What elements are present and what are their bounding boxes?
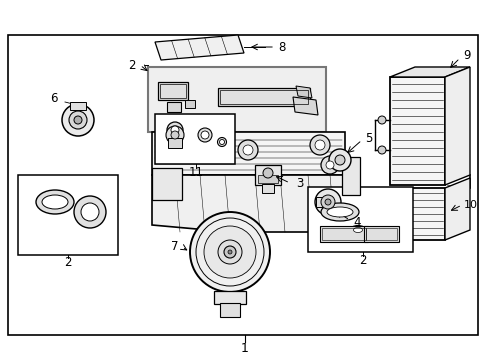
Bar [160, 84, 186, 98]
Circle shape [224, 246, 236, 258]
Circle shape [166, 126, 184, 144]
Circle shape [329, 149, 351, 171]
Bar [390, 188, 445, 240]
Polygon shape [152, 132, 345, 175]
Text: 2: 2 [128, 59, 136, 72]
Circle shape [238, 140, 258, 160]
Circle shape [321, 195, 335, 209]
Ellipse shape [350, 225, 366, 234]
Circle shape [69, 111, 87, 129]
Circle shape [171, 126, 179, 134]
Text: 1: 1 [241, 342, 249, 355]
Bar [158, 82, 188, 100]
Circle shape [326, 161, 334, 169]
Polygon shape [445, 178, 470, 240]
Ellipse shape [201, 131, 209, 139]
Ellipse shape [42, 195, 68, 209]
Bar [258, 175, 278, 183]
Text: 6: 6 [50, 91, 58, 104]
Circle shape [321, 156, 339, 174]
Bar [155, 114, 235, 164]
Bar [218, 88, 310, 106]
Circle shape [378, 116, 386, 124]
Bar [168, 138, 182, 148]
Ellipse shape [353, 228, 363, 233]
Bar [152, 168, 182, 200]
Polygon shape [390, 67, 470, 77]
Bar [220, 303, 240, 317]
Polygon shape [293, 97, 318, 115]
Bar [220, 90, 308, 104]
Text: 8: 8 [278, 41, 285, 54]
Ellipse shape [327, 207, 353, 217]
Circle shape [218, 240, 242, 264]
Text: 10: 10 [464, 200, 478, 210]
Ellipse shape [218, 138, 226, 147]
Bar [70, 102, 86, 110]
Text: 7: 7 [171, 240, 178, 253]
Text: 2: 2 [359, 253, 367, 266]
Bar [8, 35, 478, 335]
Text: 4: 4 [353, 216, 361, 229]
Polygon shape [152, 175, 345, 232]
Text: 11: 11 [189, 166, 203, 179]
Ellipse shape [198, 128, 212, 142]
Bar [262, 184, 274, 193]
Text: 5: 5 [365, 131, 372, 144]
Bar [148, 67, 326, 132]
Circle shape [171, 131, 179, 139]
Bar [18, 175, 118, 255]
Circle shape [263, 168, 273, 178]
Ellipse shape [321, 203, 359, 221]
Circle shape [62, 104, 94, 136]
Bar [322, 228, 366, 240]
Circle shape [228, 250, 232, 254]
Text: 2: 2 [64, 256, 72, 269]
Circle shape [167, 122, 183, 138]
Bar [342, 157, 360, 195]
Bar [364, 226, 399, 242]
Polygon shape [445, 67, 470, 185]
Circle shape [243, 145, 253, 155]
Circle shape [378, 146, 386, 154]
Bar [320, 226, 368, 242]
Bar [316, 197, 324, 207]
Bar [308, 187, 413, 252]
Circle shape [310, 135, 330, 155]
Text: 3: 3 [296, 176, 303, 189]
Circle shape [190, 212, 270, 292]
Bar [390, 77, 445, 185]
Circle shape [325, 199, 331, 205]
Ellipse shape [220, 140, 224, 144]
Circle shape [315, 140, 325, 150]
Polygon shape [155, 35, 244, 60]
Ellipse shape [36, 190, 74, 214]
Bar [185, 100, 195, 108]
Bar [255, 165, 281, 185]
Circle shape [335, 155, 345, 165]
Bar [366, 228, 397, 240]
Circle shape [74, 196, 106, 228]
Text: 9: 9 [463, 49, 470, 62]
Bar [167, 102, 181, 112]
Circle shape [74, 116, 82, 124]
Circle shape [81, 203, 99, 221]
Polygon shape [296, 86, 312, 98]
Circle shape [315, 189, 341, 215]
Circle shape [204, 226, 256, 278]
Bar [214, 291, 246, 304]
